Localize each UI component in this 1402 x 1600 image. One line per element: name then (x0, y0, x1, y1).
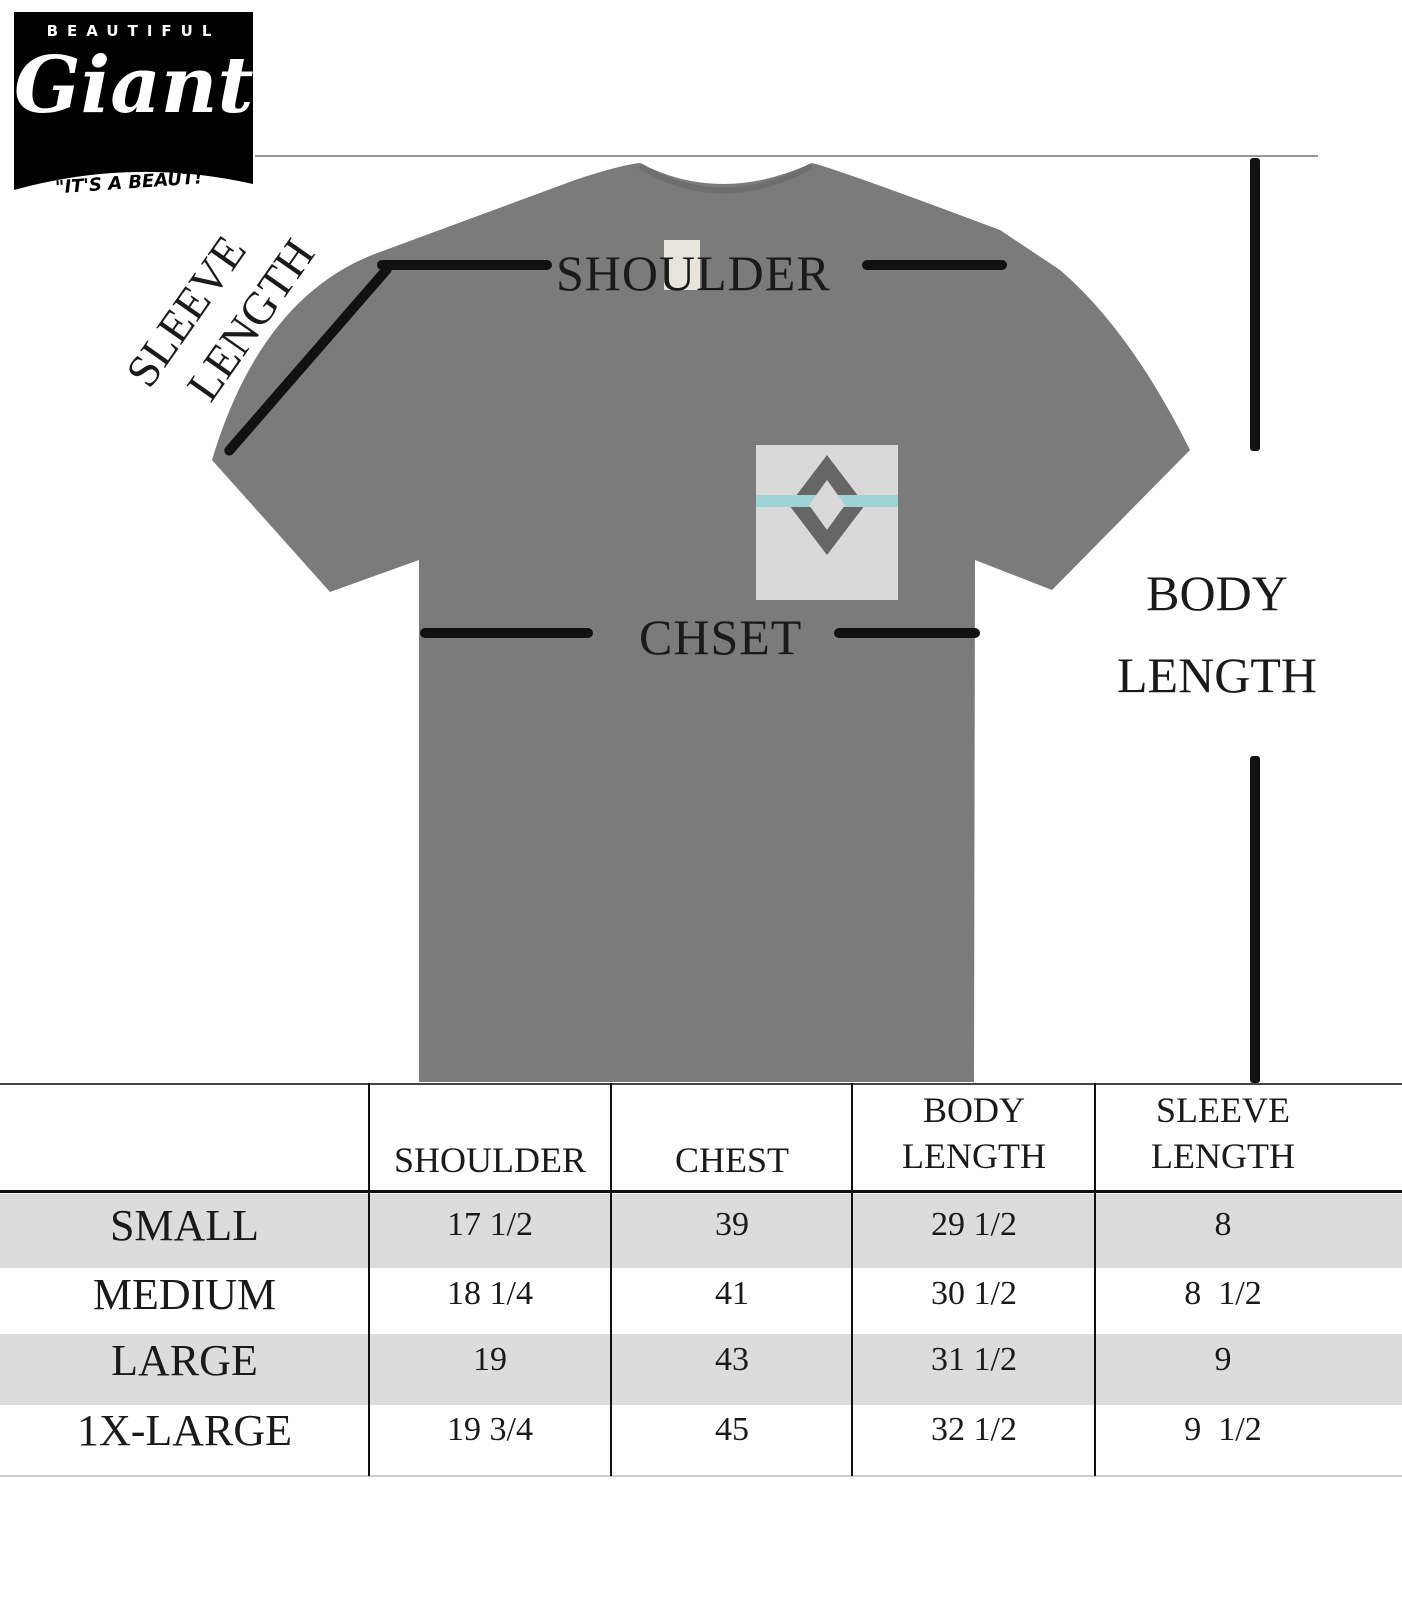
shoulder-label: SHOULDER (556, 245, 831, 301)
header-line1 (370, 1091, 610, 1137)
cell-body-length: 30 1/2 (931, 1275, 1017, 1312)
logo-name: Giant (14, 40, 254, 131)
size-label: 1X-LARGE (76, 1406, 293, 1455)
header-bottom-rule (0, 1190, 1402, 1193)
header-line1 (612, 1091, 852, 1137)
size-table: SHOULDER CHEST BODY LENGTH SLEEVE LENGTH S… (0, 1083, 1402, 1478)
header-line2: LENGTH (902, 1136, 1046, 1176)
cell-shoulder: 19 3/4 (447, 1411, 533, 1448)
cell-body-length: 31 1/2 (931, 1341, 1017, 1378)
body-length-label: BODY LENGTH (1100, 552, 1334, 716)
pocket-pattern (756, 455, 898, 555)
neck-label (664, 240, 700, 290)
column-divider (851, 1083, 853, 1476)
brand-logo: BEAUTIFUL Giant "IT'S A BEAUT!" (14, 12, 254, 198)
row-band-large (0, 1334, 1402, 1405)
cell-shoulder: 18 1/4 (447, 1275, 533, 1312)
body-length-line-top (1250, 158, 1260, 451)
cell-body-length: 32 1/2 (931, 1411, 1017, 1448)
cell-chest: 41 (715, 1275, 749, 1312)
column-divider (368, 1083, 370, 1476)
cell-chest: 39 (715, 1206, 749, 1243)
cell-shoulder: 19 (473, 1341, 507, 1378)
cell-sleeve-length: 8 1/2 (1184, 1275, 1262, 1312)
cell-chest: 43 (715, 1341, 749, 1378)
neck-band (638, 163, 814, 194)
body-label-line2: LENGTH (1117, 647, 1317, 703)
table-top-rule (0, 1083, 1402, 1085)
cell-chest: 45 (715, 1411, 749, 1448)
table-bottom-rule (0, 1475, 1402, 1477)
cell-sleeve-length: 9 (1214, 1341, 1232, 1378)
column-divider (1094, 1083, 1096, 1476)
shoulder-line-left (377, 260, 552, 270)
tshirt-illustration (212, 163, 1190, 1082)
size-label: LARGE (111, 1336, 258, 1385)
top-rule (255, 155, 1318, 157)
chest-line-right (834, 628, 980, 638)
size-label: MEDIUM (92, 1270, 277, 1319)
header-sleeve-length: SLEEVE LENGTH (1096, 1087, 1350, 1179)
header-body-length: BODY LENGTH (853, 1087, 1095, 1179)
header-line2: SHOULDER (393, 1140, 586, 1180)
header-shoulder: SHOULDER (370, 1091, 610, 1183)
shoulder-line-right (862, 260, 1007, 270)
chest-label: CHSET (639, 609, 803, 665)
column-divider (610, 1083, 612, 1476)
header-line2: CHEST (674, 1140, 789, 1180)
chest-line-left (420, 628, 593, 638)
body-length-line-bottom (1250, 756, 1260, 1083)
header-line1: BODY (922, 1090, 1025, 1130)
row-band-small (0, 1194, 1402, 1268)
cell-shoulder: 17 1/2 (447, 1206, 533, 1243)
cell-sleeve-length: 8 (1214, 1206, 1232, 1243)
logo-background (14, 12, 253, 190)
body-label-line1: BODY (1146, 565, 1288, 621)
logo-top-text: BEAUTIFUL (46, 22, 221, 40)
cell-sleeve-length: 9 1/2 (1184, 1411, 1262, 1448)
header-line2: LENGTH (1151, 1136, 1295, 1176)
tshirt-body (212, 163, 1190, 1082)
size-label: SMALL (109, 1201, 260, 1250)
header-line1: SLEEVE (1156, 1090, 1290, 1130)
cell-body-length: 29 1/2 (931, 1206, 1017, 1243)
header-chest: CHEST (612, 1091, 852, 1183)
